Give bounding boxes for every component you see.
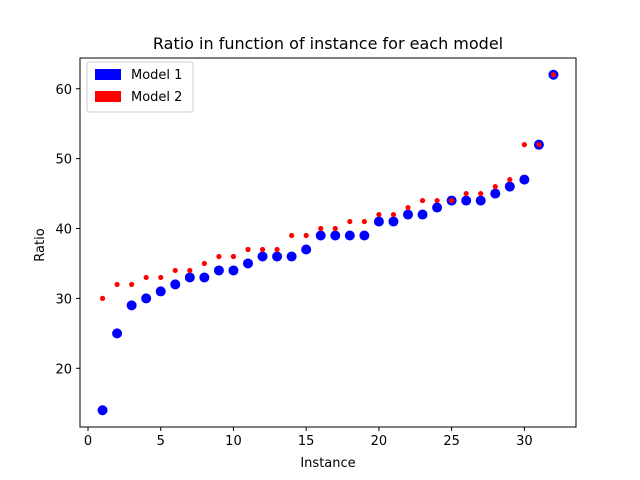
data-point bbox=[507, 177, 513, 183]
legend-label-model-1: Model 1 bbox=[131, 68, 182, 83]
data-point bbox=[97, 405, 108, 416]
legend-swatch-model-2 bbox=[95, 91, 121, 102]
series-model-1 bbox=[97, 69, 559, 416]
data-point bbox=[141, 293, 152, 304]
data-point bbox=[155, 286, 166, 297]
data-point bbox=[332, 225, 338, 232]
data-point bbox=[126, 300, 137, 311]
x-axis: 0 5 10 15 20 25 30 bbox=[84, 427, 533, 449]
y-tick-label: 50 bbox=[55, 153, 72, 168]
data-point bbox=[347, 218, 353, 225]
data-point bbox=[475, 195, 486, 206]
data-point bbox=[243, 258, 253, 269]
y-tick-label: 40 bbox=[55, 223, 72, 238]
data-point bbox=[112, 328, 123, 339]
data-point bbox=[199, 272, 210, 283]
data-point bbox=[417, 209, 428, 220]
data-point bbox=[463, 190, 469, 197]
data-point bbox=[405, 204, 411, 211]
data-point bbox=[478, 190, 484, 197]
x-tick-label: 10 bbox=[225, 434, 242, 449]
data-point bbox=[170, 279, 181, 290]
data-point bbox=[315, 230, 326, 241]
axes-frame bbox=[79, 57, 577, 428]
data-point bbox=[301, 244, 312, 255]
data-point bbox=[274, 246, 280, 253]
data-point bbox=[373, 216, 384, 227]
data-point bbox=[419, 197, 426, 204]
data-point bbox=[330, 230, 341, 241]
x-tick-label: 15 bbox=[298, 434, 315, 449]
data-point bbox=[403, 209, 413, 220]
data-point bbox=[550, 72, 557, 78]
data-point bbox=[359, 230, 370, 241]
data-point bbox=[129, 281, 135, 288]
data-point bbox=[344, 230, 355, 241]
data-point bbox=[449, 197, 455, 204]
data-point bbox=[99, 295, 106, 302]
legend: Model 1 Model 2 bbox=[86, 61, 194, 113]
data-point bbox=[536, 142, 542, 148]
data-point bbox=[257, 251, 268, 262]
data-point bbox=[187, 267, 193, 274]
data-point bbox=[388, 216, 399, 227]
chart-title: Ratio in function of instance for each m… bbox=[153, 34, 503, 53]
data-point bbox=[361, 218, 367, 225]
data-point bbox=[289, 232, 295, 239]
data-point bbox=[114, 281, 120, 288]
data-point bbox=[432, 202, 443, 213]
data-point bbox=[230, 253, 237, 260]
data-point bbox=[519, 174, 530, 185]
data-point bbox=[286, 251, 297, 262]
data-point bbox=[172, 267, 178, 274]
data-points bbox=[97, 69, 559, 416]
data-point bbox=[376, 211, 382, 218]
data-point bbox=[461, 195, 472, 206]
y-axis: 20 30 40 50 60 bbox=[55, 83, 80, 377]
x-axis-label: Instance bbox=[300, 456, 355, 471]
legend-swatch-model-1 bbox=[95, 69, 121, 80]
data-point bbox=[228, 265, 239, 276]
data-point bbox=[434, 197, 440, 204]
legend-label-model-2: Model 2 bbox=[131, 90, 182, 105]
x-tick-label: 5 bbox=[157, 434, 165, 449]
data-point bbox=[245, 246, 251, 253]
y-tick-label: 20 bbox=[55, 362, 72, 377]
data-point bbox=[490, 188, 501, 199]
data-point bbox=[504, 181, 515, 192]
data-point bbox=[143, 274, 149, 281]
data-point bbox=[303, 232, 309, 239]
data-point bbox=[492, 183, 498, 190]
y-axis-label: Ratio bbox=[33, 228, 48, 261]
data-point bbox=[259, 246, 266, 253]
data-point bbox=[318, 225, 324, 232]
data-point bbox=[272, 251, 283, 262]
data-point bbox=[213, 265, 224, 276]
data-point bbox=[216, 253, 222, 260]
x-tick-label: 0 bbox=[84, 434, 92, 449]
data-point bbox=[158, 274, 164, 281]
series-model-2 bbox=[99, 72, 557, 302]
x-tick-label: 30 bbox=[516, 434, 533, 449]
data-point bbox=[184, 272, 195, 283]
data-point bbox=[390, 211, 397, 218]
y-tick-label: 60 bbox=[55, 83, 72, 98]
y-tick-label: 30 bbox=[55, 292, 72, 307]
x-tick-label: 20 bbox=[371, 434, 388, 449]
data-point bbox=[201, 260, 207, 267]
data-point bbox=[521, 142, 527, 148]
x-tick-label: 25 bbox=[443, 434, 460, 449]
